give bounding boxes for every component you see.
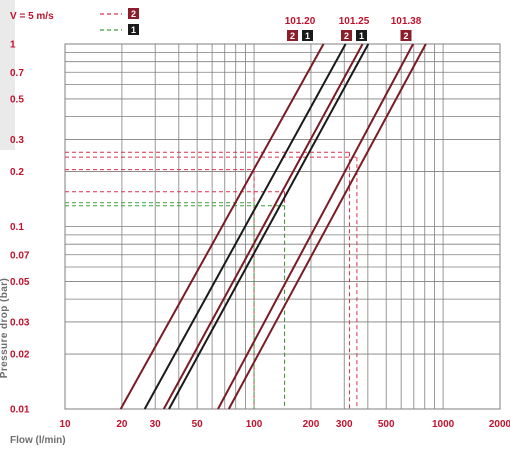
- y-tick-label: 0.3: [10, 135, 24, 146]
- badge-box: [302, 30, 313, 41]
- y-tick-label: 0.2: [10, 167, 24, 178]
- x-tick-label: 500: [378, 419, 395, 430]
- curve-101.38-2: [217, 43, 414, 410]
- badge-1: 1: [302, 30, 313, 41]
- y-tick-labels: 0.01 0.02 0.03 0.05 0.07 0.1 0.2 0.3 0.5 0.7 1: [10, 40, 30, 416]
- badge-box: [341, 30, 352, 41]
- badge-text: 2: [344, 31, 349, 41]
- y-tick-label: 1: [10, 40, 16, 51]
- x-tick-label: 100: [246, 419, 263, 430]
- grid: [64, 43, 501, 410]
- curve-label-text: 101.25: [339, 16, 370, 27]
- curve-101.25-1: [168, 43, 370, 410]
- curve-label-101.38: 101.38 2: [391, 16, 422, 41]
- reference-line: [65, 191, 286, 409]
- legend-entries: 21: [100, 8, 139, 35]
- badge-1: 1: [128, 24, 139, 35]
- reference-line: [65, 156, 358, 409]
- y-tick-label: 0.1: [10, 222, 24, 233]
- reference-line: [65, 151, 351, 409]
- y-tick-label: 0.5: [10, 94, 24, 105]
- badge-box: [128, 24, 139, 35]
- badge-text: 1: [359, 31, 364, 41]
- x-tick-label: 300: [336, 419, 353, 430]
- reference-line: [65, 205, 286, 409]
- x-tick-label: 1000: [432, 419, 455, 430]
- side-panel: [0, 0, 15, 150]
- badge-box: [287, 30, 298, 41]
- curve-101.38-2: [227, 43, 427, 410]
- curve-label-text: 101.20: [285, 16, 316, 27]
- badge-box: [400, 30, 412, 41]
- x-tick-label: 10: [59, 419, 71, 430]
- x-tick-label: 200: [303, 419, 320, 430]
- badge-box: [356, 30, 367, 41]
- y-axis-title: Pressure drop (bar): [0, 278, 10, 378]
- x-tick-label: 2000: [489, 419, 510, 430]
- y-tick-label: 0.03: [10, 317, 30, 328]
- badge-2: 2: [128, 8, 139, 19]
- curves: [119, 43, 427, 410]
- reference-lines: [65, 151, 358, 409]
- badge-text: 2: [131, 9, 136, 19]
- curve-label-101.20: 101.20 2 1: [285, 16, 316, 41]
- badge-2: 2: [341, 30, 352, 41]
- badge-text: 2: [290, 31, 295, 41]
- y-tick-label: 0.05: [10, 277, 30, 288]
- legend-entry: 2: [100, 8, 139, 19]
- curve-label-101.25: 101.25 2 1: [339, 16, 370, 41]
- reference-line: [65, 202, 255, 409]
- badge-2: 2: [287, 30, 298, 41]
- legend: V = 5 m/s 21: [10, 8, 139, 35]
- badge-text: 1: [305, 31, 310, 41]
- y-tick-label: 0.02: [10, 350, 30, 361]
- badge-box: [128, 8, 139, 19]
- legend-title: V = 5 m/s: [10, 11, 54, 22]
- curve-101.20-1: [143, 43, 347, 410]
- badge-text: 2: [403, 31, 408, 41]
- y-tick-label: 0.01: [10, 405, 30, 416]
- x-axis-title: Flow (l/min): [10, 435, 66, 446]
- badge-2: 2: [400, 30, 412, 41]
- x-tick-label: 30: [150, 419, 162, 430]
- x-tick-label: 20: [116, 419, 128, 430]
- x-tick-label: 50: [192, 419, 204, 430]
- curve-label-text: 101.38: [391, 16, 422, 27]
- legend-entry: 1: [100, 24, 139, 35]
- badge-1: 1: [356, 30, 367, 41]
- curve-101.20-2: [119, 43, 325, 410]
- plot-frame: [64, 43, 501, 410]
- x-tick-labels: 10 20 30 50 100 200 300 500 1000 2000: [59, 419, 510, 430]
- y-tick-label: 0.07: [10, 250, 30, 261]
- curve-101.25-2: [162, 43, 364, 410]
- y-tick-label: 0.7: [10, 68, 24, 79]
- badge-text: 1: [131, 25, 136, 35]
